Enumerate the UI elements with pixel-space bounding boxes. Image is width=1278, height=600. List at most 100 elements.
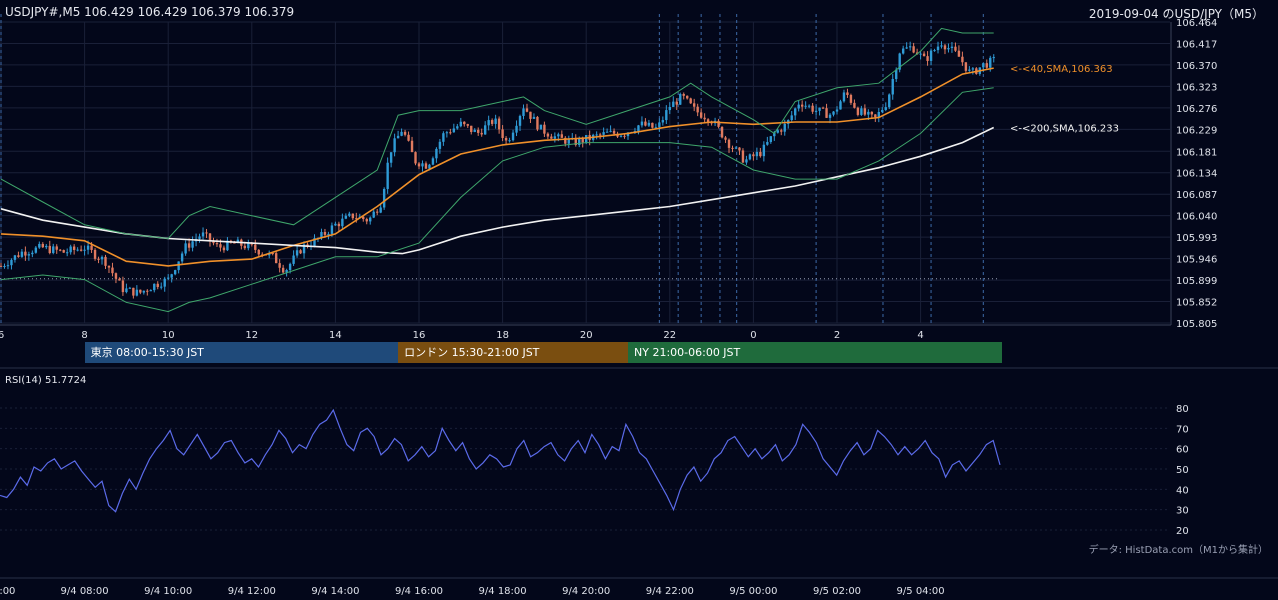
candle-body [532, 116, 536, 119]
x-tick-label: 20 [580, 330, 593, 341]
candle-body [668, 106, 671, 111]
candle-body [950, 46, 954, 49]
x-tick-label: 10 [162, 330, 175, 341]
candle-body [550, 136, 553, 139]
candle-body [647, 122, 651, 126]
candle-body [295, 250, 299, 256]
candle-body [83, 249, 86, 251]
candle-body [919, 53, 922, 55]
candle-body [62, 250, 65, 253]
candle-body [814, 110, 818, 112]
candle-body [184, 243, 187, 254]
candle-body [17, 255, 20, 257]
candle-body [337, 223, 341, 227]
candle-body [236, 239, 240, 244]
candle-body [153, 283, 156, 291]
candle-body [278, 263, 281, 268]
candle-body [410, 140, 414, 153]
y-tick-label: 105.852 [1176, 298, 1217, 309]
time-axis-label: 9/4 20:00 [562, 586, 610, 597]
y-tick-label: 106.417 [1176, 39, 1217, 50]
candle-body [511, 132, 515, 141]
candle-body [65, 252, 69, 254]
candle-body [637, 125, 640, 132]
candle-body [428, 164, 431, 169]
candle-body [59, 249, 62, 251]
candle-body [706, 119, 710, 123]
candle-body [463, 121, 466, 125]
candle-body [605, 131, 609, 133]
candle-body [529, 111, 532, 119]
candle-body [362, 216, 365, 220]
candle-body [957, 50, 961, 57]
candle-body [853, 102, 856, 108]
candle-body [156, 283, 159, 287]
candle-body [167, 277, 170, 279]
candle-body [863, 108, 867, 115]
candle-body [125, 288, 128, 293]
candle-body [699, 112, 703, 118]
y-tick-label: 106.040 [1176, 212, 1217, 223]
candle-body [52, 246, 55, 253]
candle-body [776, 130, 779, 133]
candle-body [348, 213, 351, 216]
candle-body [895, 69, 898, 80]
candle-body [313, 238, 316, 246]
y-tick-label: 105.946 [1176, 255, 1217, 266]
y-tick-label: 106.087 [1176, 190, 1217, 201]
candle-body [578, 138, 581, 145]
candle-body [891, 79, 894, 95]
candle-body [302, 244, 306, 254]
candle-body [487, 120, 490, 126]
y-tick-label: 106.464 [1176, 18, 1217, 29]
candle-body [177, 261, 180, 271]
candle-body [557, 134, 560, 137]
candle-body [856, 107, 860, 115]
candle-body [79, 249, 83, 251]
candle-body [146, 290, 149, 292]
candle-body [38, 243, 41, 248]
candle-body [424, 163, 428, 169]
candle-body [731, 147, 734, 149]
time-axis-label: 9/4 16:00 [395, 586, 443, 597]
candle-body [504, 137, 508, 141]
candle-body [574, 137, 577, 145]
time-axis-label: 9/5 04:00 [897, 586, 945, 597]
time-axis-label: 9/4 14:00 [311, 586, 359, 597]
session-london: ロンドン 15:30-21:00 JST [398, 342, 628, 363]
time-axis-label: 9/5 00:00 [729, 586, 777, 597]
candle-body [672, 101, 675, 107]
candle-body [334, 223, 337, 226]
candle-body [536, 116, 539, 130]
candle-body [522, 108, 525, 116]
candle-body [954, 46, 957, 51]
candle-body [142, 290, 146, 293]
candle-body [734, 147, 738, 149]
candle-body [449, 132, 452, 134]
y-tick-label: 105.993 [1176, 233, 1217, 244]
candle-body [515, 125, 518, 133]
candle-body [24, 251, 27, 256]
x-tick-label: 4 [917, 330, 923, 341]
rsi-tick-label: 70 [1176, 424, 1189, 435]
candle-body [72, 246, 76, 250]
candle-body [351, 213, 355, 219]
candle-body [943, 45, 947, 50]
candle-body [539, 124, 543, 130]
candle-body [41, 243, 44, 248]
data-credit: データ: HistData.com（M1から集計） [1088, 545, 1268, 556]
candle-body [285, 269, 288, 273]
candle-body [769, 136, 773, 142]
y-tick-label: 106.181 [1176, 147, 1217, 158]
candle-body [710, 122, 713, 124]
candle-body [682, 94, 685, 96]
candle-body [968, 69, 971, 71]
candle-body [90, 245, 93, 250]
candle-body [407, 134, 410, 141]
candle-body [867, 111, 870, 115]
candle-body [501, 129, 504, 138]
candle-body [905, 47, 908, 49]
candle-body [243, 245, 247, 249]
candle-body [762, 144, 766, 157]
y-tick-label: 105.805 [1176, 319, 1217, 330]
